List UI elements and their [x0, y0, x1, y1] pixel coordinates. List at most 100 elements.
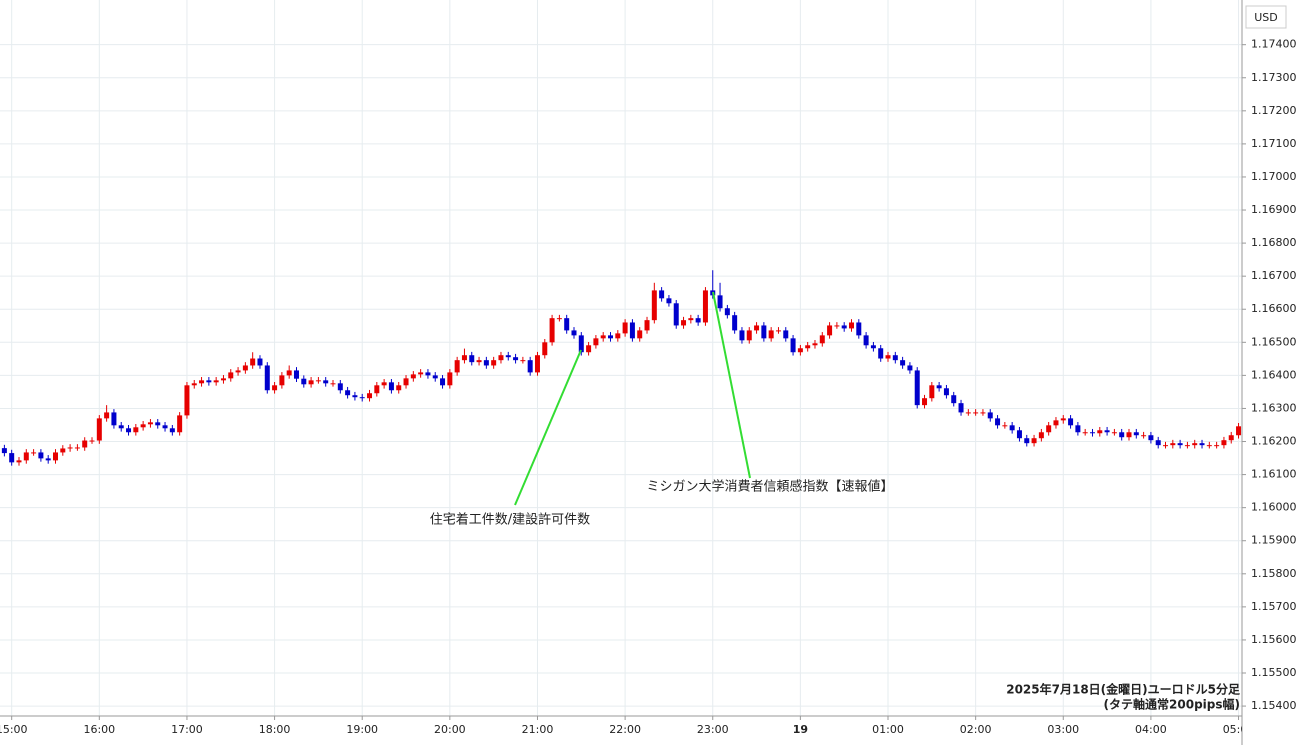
candle-body: [155, 422, 161, 426]
candle-body: [381, 382, 387, 386]
y-tick-label: 1.17300: [1251, 71, 1297, 84]
candle-body: [1009, 425, 1015, 431]
candle-body: [410, 374, 416, 379]
candle-body: [396, 385, 402, 391]
candle-body: [863, 335, 869, 346]
candle-body: [337, 383, 343, 391]
candle-body: [432, 375, 438, 379]
candle-body: [359, 397, 365, 399]
candle-body: [96, 418, 102, 441]
candle-body: [783, 330, 789, 339]
candle-body: [739, 330, 745, 341]
candle-body: [637, 330, 643, 339]
candle-body: [491, 360, 497, 366]
candle-body: [293, 370, 299, 379]
candle-body: [629, 322, 635, 339]
candle-body: [834, 325, 840, 327]
y-tick-label: 1.16400: [1251, 368, 1297, 381]
candle-body: [1002, 425, 1008, 427]
candle-body: [943, 388, 949, 396]
candle-body: [1089, 432, 1095, 434]
candle-body: [16, 460, 22, 463]
candle-body: [922, 398, 928, 406]
candle-body: [308, 380, 314, 385]
candle-body: [104, 412, 110, 419]
candle-body: [286, 370, 292, 376]
candle-body: [213, 380, 219, 383]
candle-body: [666, 298, 672, 304]
candle-body: [352, 395, 358, 398]
candle-body: [1031, 438, 1037, 444]
candle-body: [60, 448, 66, 453]
candle-body: [323, 380, 329, 384]
candle-body: [754, 325, 760, 331]
candle-body: [951, 395, 957, 404]
candle-body: [9, 453, 15, 463]
candle-body: [1024, 438, 1030, 444]
candle-body: [651, 290, 657, 321]
candle-body: [790, 338, 796, 353]
candle-body: [367, 393, 373, 399]
candle-body: [418, 372, 424, 375]
candle-body: [615, 333, 621, 339]
x-tick-label: 01:00: [872, 723, 904, 736]
candle-body: [447, 372, 453, 386]
candle-body: [505, 355, 511, 358]
candle-body: [264, 365, 270, 391]
candle-body: [870, 345, 876, 349]
candle-body: [228, 372, 234, 379]
candle-body: [965, 412, 971, 414]
candle-body: [1016, 430, 1022, 439]
x-tick-label: 05:00: [1223, 723, 1255, 736]
candle-body: [126, 428, 132, 433]
x-tick-label: 02:00: [960, 723, 992, 736]
annotation-pointer: [514, 349, 582, 506]
candle-body: [1206, 445, 1212, 447]
annotation-pointer: [712, 291, 751, 479]
candle-body: [688, 318, 694, 321]
candle-body: [578, 335, 584, 353]
candle-body: [768, 330, 774, 339]
candle-body: [681, 320, 687, 326]
y-tick-label: 1.15800: [1251, 567, 1297, 580]
candle-body: [220, 378, 226, 381]
candle-body: [892, 355, 898, 361]
currency-label: USD: [1254, 11, 1278, 24]
candle-body: [454, 360, 460, 373]
candle-body: [133, 427, 139, 433]
candle-body: [1075, 425, 1081, 433]
candle-body: [819, 335, 825, 344]
x-tick-label: 04:00: [1135, 723, 1167, 736]
candle-body: [45, 458, 51, 461]
candle-body: [1170, 443, 1176, 446]
candle-body: [1046, 425, 1052, 433]
candle-body: [1141, 435, 1147, 437]
candle-body: [929, 385, 935, 399]
candle-body: [1038, 432, 1044, 439]
candle-body: [746, 330, 752, 341]
candle-body: [1068, 418, 1074, 426]
candle-body: [958, 403, 964, 413]
candle-body: [527, 360, 533, 373]
candle-body: [272, 385, 278, 391]
candle-body: [1192, 443, 1198, 446]
x-tick-label: 16:00: [83, 723, 115, 736]
y-tick-label: 1.15600: [1251, 633, 1297, 646]
candle-body: [345, 390, 351, 396]
candle-body: [695, 318, 701, 323]
x-tick-label: 03:00: [1047, 723, 1079, 736]
candle-body: [440, 378, 446, 386]
annotation: 住宅着工件数/建設許可件数: [430, 512, 590, 528]
candle-body: [476, 360, 482, 363]
candle-body: [235, 370, 241, 373]
candle-body: [534, 355, 540, 373]
x-tick-label: 18:00: [259, 723, 291, 736]
candle-body: [242, 365, 248, 371]
candle-body: [513, 357, 519, 361]
candle-body: [1082, 432, 1088, 434]
candle-body: [1126, 432, 1132, 438]
candle-body: [673, 303, 679, 326]
candle-body: [147, 422, 153, 425]
x-axis: 15:00 16:00 17:00 18:00 19:00 20:00 21:00 22:00…: [0, 716, 1255, 736]
